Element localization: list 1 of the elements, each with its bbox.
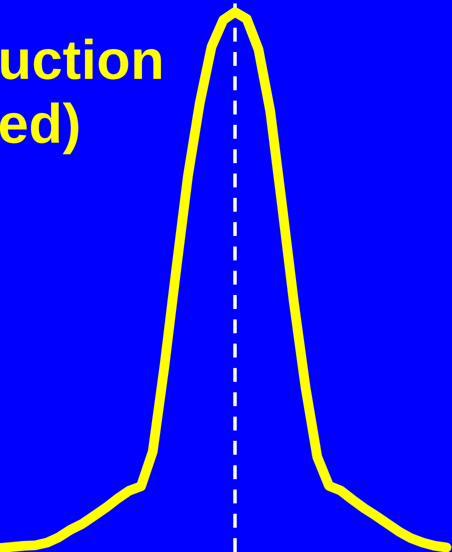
text: uction ed) xyxy=(0,38,161,154)
